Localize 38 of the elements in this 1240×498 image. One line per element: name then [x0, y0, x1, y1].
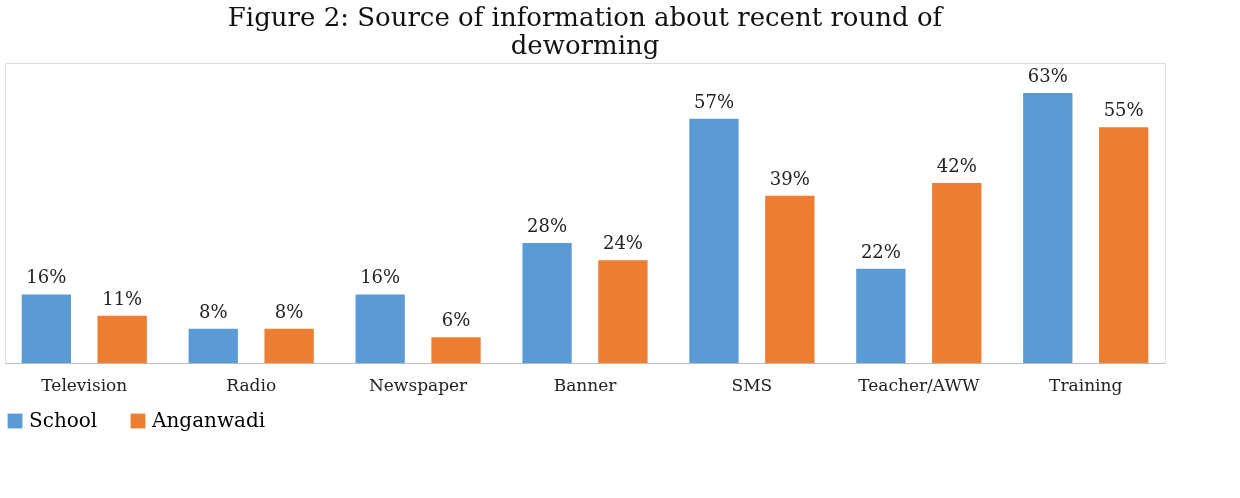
data-label: 8%	[198, 300, 228, 322]
bar	[188, 328, 238, 363]
bar	[21, 294, 71, 363]
bar	[264, 328, 314, 363]
x-tick-label: SMS	[731, 374, 773, 395]
data-label: 57%	[693, 90, 734, 112]
data-label: 6%	[441, 309, 471, 331]
x-tick-label: Radio	[226, 374, 277, 395]
chart-title: Figure 2: Source of information about recent round of deworming	[227, 2, 945, 60]
x-tick-label: Banner	[553, 374, 618, 395]
bar	[765, 195, 815, 363]
bar	[598, 260, 648, 363]
data-label: 28%	[527, 215, 568, 236]
x-tick-label: Newspaper	[368, 374, 469, 395]
bar	[522, 243, 572, 363]
data-label: 42%	[936, 155, 977, 176]
bar	[1023, 93, 1073, 363]
data-label: 22%	[860, 240, 901, 262]
bar	[856, 268, 906, 363]
data-label: 16%	[26, 266, 67, 288]
x-tick-label: Teacher/AWW	[858, 374, 980, 395]
data-label: 8%	[274, 300, 304, 322]
x-tick-label: Training	[1049, 374, 1123, 395]
bar	[689, 118, 739, 363]
data-label: 24%	[602, 232, 643, 254]
x-tick-label: Television	[41, 374, 128, 395]
data-label: 11%	[102, 287, 143, 309]
data-label: 63%	[1027, 65, 1068, 86]
bar	[431, 337, 481, 363]
data-label: 55%	[1103, 99, 1144, 121]
bar	[1099, 127, 1149, 363]
legend-label: School	[29, 408, 98, 432]
data-label: 16%	[360, 266, 401, 288]
bar	[355, 294, 405, 363]
bar	[932, 183, 982, 363]
legend-label: Anganwadi	[151, 408, 266, 432]
bar	[97, 315, 147, 363]
data-label: 39%	[769, 167, 810, 189]
